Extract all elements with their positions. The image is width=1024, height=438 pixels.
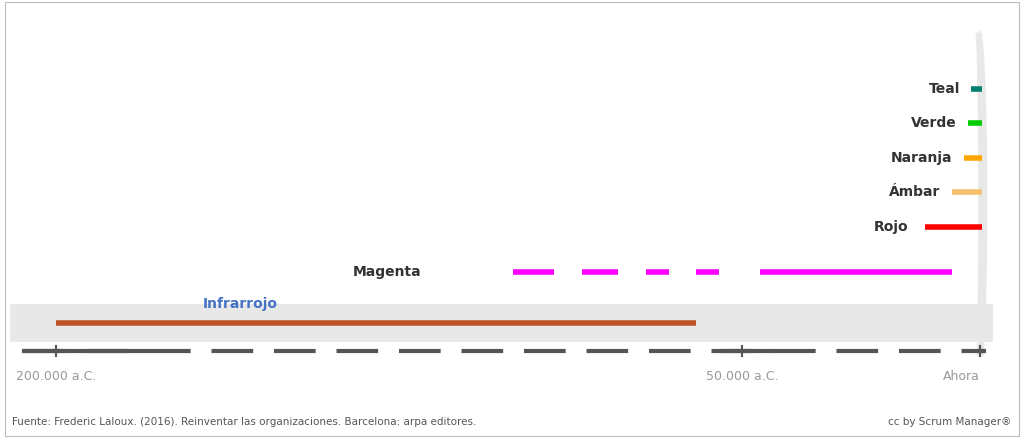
Polygon shape [975, 30, 987, 356]
Text: Rojo: Rojo [874, 220, 908, 234]
Text: Fuente: Frederic Laloux. (2016). Reinventar las organizaciones. Barcelona: arpa : Fuente: Frederic Laloux. (2016). Reinven… [12, 417, 476, 427]
Text: cc by Scrum Manager®: cc by Scrum Manager® [889, 417, 1012, 427]
Text: Magenta: Magenta [353, 265, 422, 279]
Text: 200.000 a.C.: 200.000 a.C. [15, 370, 96, 383]
Text: Infrarrojo: Infrarrojo [203, 297, 278, 311]
Text: Teal: Teal [929, 82, 961, 96]
Text: Verde: Verde [911, 117, 956, 131]
Text: Ámbar: Ámbar [889, 185, 941, 199]
Text: 50.000 a.C.: 50.000 a.C. [706, 370, 778, 383]
Text: Ahora: Ahora [943, 370, 980, 383]
Bar [974, 304, 993, 343]
Text: Naranja: Naranja [891, 151, 952, 165]
Bar [10, 304, 982, 343]
